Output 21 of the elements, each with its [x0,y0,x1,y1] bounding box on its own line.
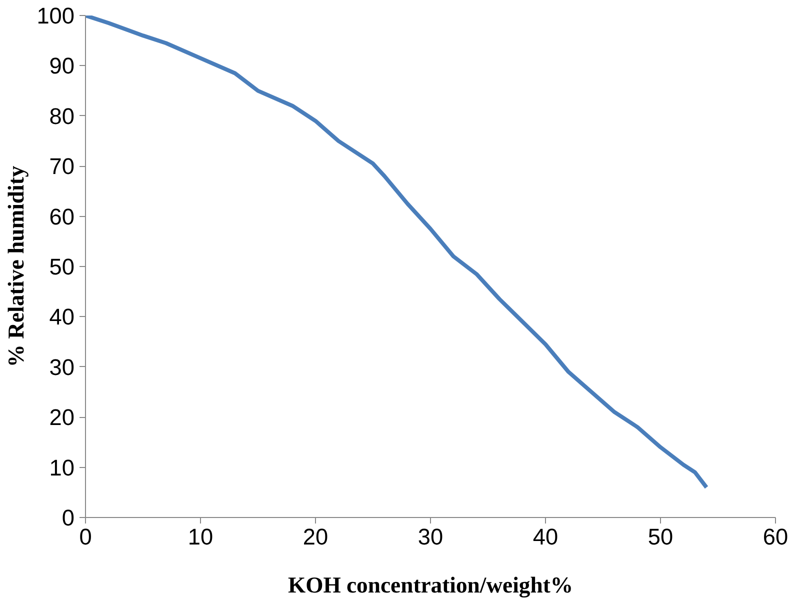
line-series [86,16,708,490]
y-tick-label: 10 [49,454,74,480]
x-tick-label: 50 [648,524,674,550]
y-tick-label: 20 [49,404,74,430]
y-tick-label: 30 [49,354,74,380]
x-tick-label: 30 [418,524,444,550]
y-tick-label: 80 [49,102,74,129]
y-tick-label: 60 [49,203,74,230]
x-tick-label: 40 [532,524,558,550]
y-tick-label: 50 [49,254,74,280]
y-axis-title: % Relative humidity [4,165,29,368]
x-tick-label: 20 [302,524,328,550]
x-axis-title: KOH concentration/weight% [288,572,574,598]
y-tick-label: 0 [62,504,75,530]
x-tick-label: 0 [79,524,92,550]
y-tick-label: 90 [49,52,74,79]
y-tick-label: 100 [36,2,75,28]
y-tick-label: 70 [49,153,74,180]
y-tick-label: 40 [49,304,74,330]
x-tick-label: 60 [762,524,788,550]
x-tick-label: 10 [188,524,214,550]
